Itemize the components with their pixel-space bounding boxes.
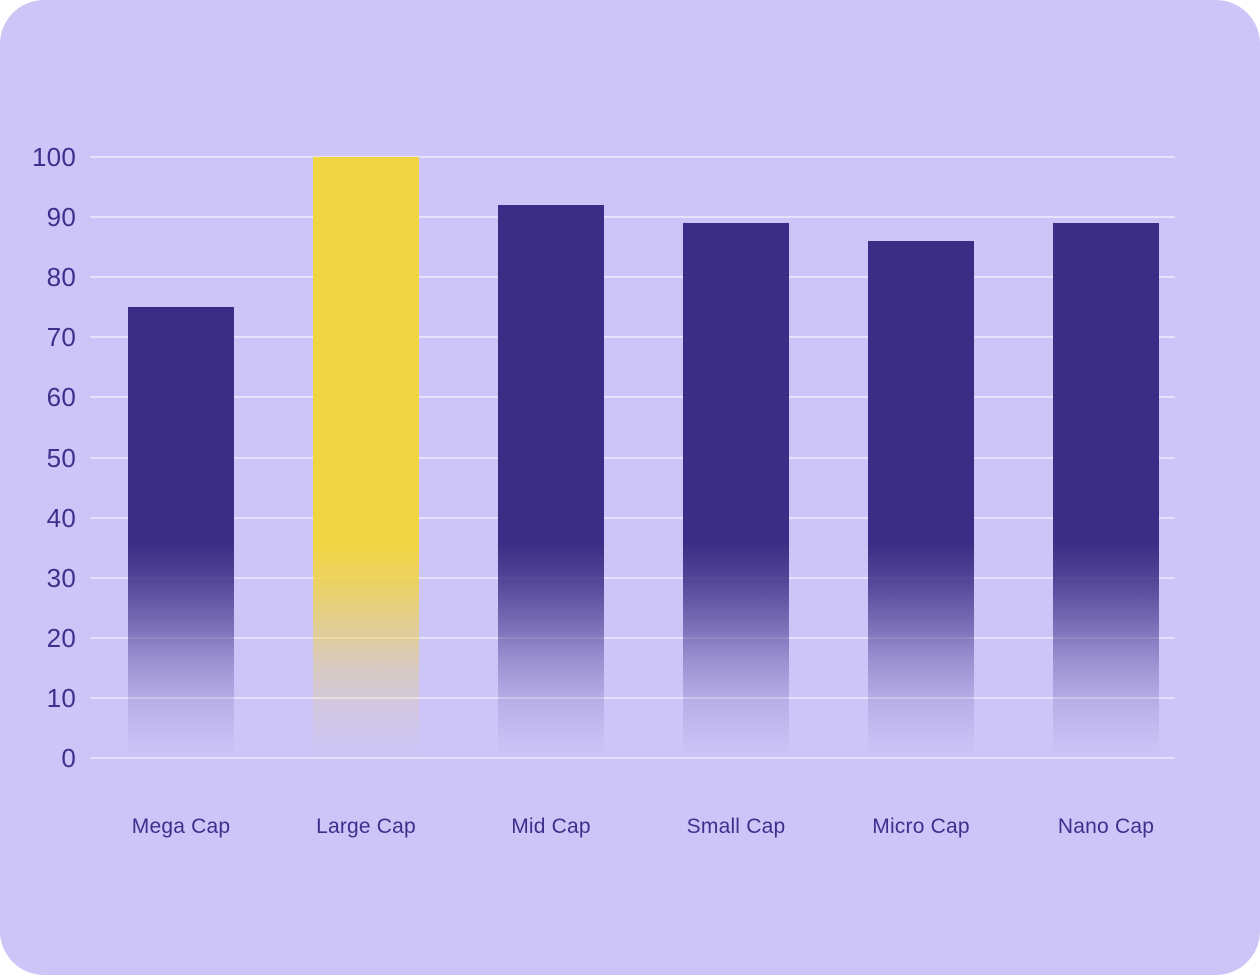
gridline-30 (90, 576, 1175, 579)
bar-mid-cap[interactable] (498, 205, 604, 758)
gridline-10 (90, 696, 1175, 699)
x-axis-label-mega-cap: Mega Cap (131, 815, 231, 838)
bar-nano-cap[interactable] (1053, 223, 1159, 758)
bar-mega-cap[interactable] (128, 307, 234, 758)
gridline-90 (90, 216, 1175, 219)
y-axis-tick-label: 90 (46, 202, 76, 233)
y-axis-tick-label: 0 (61, 743, 76, 773)
y-axis-tick-label: 20 (46, 622, 76, 653)
y-axis-tick-label: 60 (46, 382, 76, 413)
gridline-40 (90, 516, 1175, 519)
y-axis-tick-label: 70 (46, 322, 76, 353)
y-axis-tick-label: 80 (46, 262, 76, 293)
bar-small-cap[interactable] (683, 223, 789, 758)
x-axis-label-micro-cap: Micro Cap (872, 815, 970, 838)
bar-large-cap[interactable] (313, 157, 419, 758)
gridline-0 (90, 757, 1175, 759)
x-axis-label-large-cap: Large Cap (316, 815, 416, 838)
x-axis-label-mid-cap: Mid Cap (511, 815, 591, 838)
y-axis-tick-label: 30 (46, 562, 76, 593)
x-axis-label-nano-cap: Nano Cap (1057, 815, 1155, 838)
y-axis-tick-label: 100 (32, 142, 76, 172)
y-axis-tick-label: 40 (46, 502, 76, 533)
y-axis-tick-label: 50 (46, 442, 76, 473)
gridline-100 (90, 156, 1175, 158)
y-axis-tick-label: 10 (46, 682, 76, 713)
gridline-70 (90, 336, 1175, 339)
gridline-80 (90, 276, 1175, 279)
bar-micro-cap[interactable] (868, 241, 974, 758)
gridline-60 (90, 396, 1175, 399)
gridline-20 (90, 636, 1175, 639)
x-axis-label-small-cap: Small Cap (686, 815, 786, 838)
gridline-50 (90, 456, 1175, 459)
